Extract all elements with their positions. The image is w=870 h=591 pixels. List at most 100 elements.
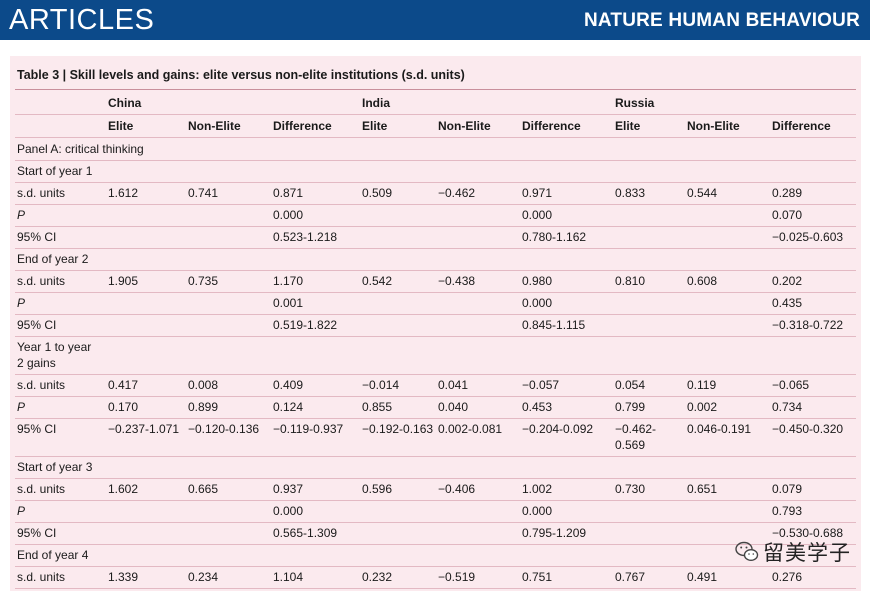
row-label: P	[17, 208, 26, 222]
row-rule	[15, 418, 856, 419]
cell-india-difference: 0.795-1.209	[522, 526, 587, 540]
country-header-china: China	[108, 96, 142, 110]
row-label: Panel A: critical thinking	[17, 142, 144, 156]
cell-china-elite: 1.905	[108, 274, 139, 288]
table-row: Start of year 1	[10, 160, 861, 182]
cell-russia-non-elite: 0.544	[687, 186, 718, 200]
row-label: P	[17, 504, 26, 518]
subheader-russia-non-elite: Non-Elite	[687, 119, 740, 133]
cell-china-difference: 0.565-1.309	[273, 526, 338, 540]
table-row: s.d. units 1.612 0.741 0.871 0.509 −0.462 0.97…	[10, 182, 861, 204]
cell-china-non-elite: 0.741	[188, 186, 219, 200]
table-row: 95% CI 0.519-1.822 0.845-1.115 −0.318-0.722	[10, 314, 861, 336]
row-label: End of year 4	[17, 548, 89, 562]
cell-russia-difference: 0.202	[772, 274, 803, 288]
cell-india-difference: 0.845-1.115	[522, 318, 586, 332]
table-row: P 0.170 0.899 0.124 0.855 0.040 0.453 0.799 0.00…	[10, 396, 861, 418]
cell-india-difference: 1.002	[522, 482, 553, 496]
cell-india-elite: −0.192-0.163	[362, 422, 434, 436]
cell-india-difference: 0.780-1.162	[522, 230, 587, 244]
row-rule	[15, 588, 856, 589]
cell-russia-elite: 0.767	[615, 570, 646, 584]
row-rule	[15, 248, 856, 249]
subheader-russia-difference: Difference	[772, 119, 831, 133]
cell-russia-difference: −0.530-0.688	[772, 526, 844, 540]
row-rule	[15, 314, 856, 315]
cell-india-non-elite: 0.040	[438, 400, 469, 414]
cell-india-difference: 0.000	[522, 208, 553, 222]
caption-rule	[15, 89, 856, 90]
row-label: 95% CI	[17, 422, 57, 436]
cell-russia-non-elite: 0.002	[687, 400, 718, 414]
row-rule	[15, 160, 856, 161]
cell-russia-difference: 0.793	[772, 504, 803, 518]
table-row: End of year 4	[10, 544, 861, 566]
table-row: P 0.001 0.000 0.435	[10, 292, 861, 314]
row-rule	[15, 522, 856, 523]
section-title: ARTICLES	[9, 4, 155, 36]
cell-russia-elite: 0.730	[615, 482, 646, 496]
row-label: s.d. units	[17, 274, 66, 288]
cell-russia-difference: 0.289	[772, 186, 803, 200]
country-header-india: India	[362, 96, 391, 110]
row-label: 95% CI	[17, 318, 57, 332]
wechat-icon	[735, 541, 759, 562]
row-label: 95% CI	[17, 230, 57, 244]
cell-china-difference: 0.000	[273, 504, 304, 518]
cell-china-elite: 1.612	[108, 186, 139, 200]
cell-india-difference: −0.057	[522, 378, 560, 392]
row-label: s.d. units	[17, 378, 66, 392]
cell-china-elite: −0.237-1.071	[108, 422, 180, 436]
table-row: Year 1 to year 2 gains	[10, 336, 861, 374]
row-rule	[15, 182, 856, 183]
cell-russia-non-elite: 0.491	[687, 570, 718, 584]
cell-china-non-elite: 0.665	[188, 482, 219, 496]
subheader-row: Elite Non-Elite Difference Elite Non-Elite Di…	[10, 115, 861, 137]
cell-india-difference: 0.453	[522, 400, 553, 414]
cell-china-elite: 0.417	[108, 378, 139, 392]
row-rule	[15, 292, 856, 293]
table-row: Start of year 3	[10, 456, 861, 478]
cell-russia-non-elite: 0.651	[687, 482, 718, 496]
cell-russia-difference: −0.065	[772, 378, 810, 392]
cell-china-difference: 1.104	[273, 570, 304, 584]
row-rule	[15, 566, 856, 567]
table-row: 95% CI 0.565-1.309 0.795-1.209 −0.530-0.688	[10, 522, 861, 544]
cell-india-difference: 0.980	[522, 274, 553, 288]
cell-russia-difference: 0.734	[772, 400, 803, 414]
cell-russia-difference: −0.318-0.722	[772, 318, 844, 332]
cell-china-difference: 0.871	[273, 186, 304, 200]
row-rule	[15, 500, 856, 501]
subheader-china-difference: Difference	[273, 119, 332, 133]
cell-china-difference: 0.937	[273, 482, 304, 496]
header-rule	[15, 114, 856, 115]
cell-india-non-elite: −0.406	[438, 482, 476, 496]
table-caption: Table 3 | Skill levels and gains: elite …	[17, 68, 465, 82]
cell-india-elite: 0.855	[362, 400, 393, 414]
row-label: P	[17, 400, 26, 414]
cell-russia-non-elite: 0.608	[687, 274, 718, 288]
table-row: s.d. units 1.905 0.735 1.170 0.542 −0.438 0.98…	[10, 270, 861, 292]
subheader-russia-elite: Elite	[615, 119, 641, 133]
cell-russia-difference: 0.276	[772, 570, 803, 584]
row-rule	[15, 478, 856, 479]
watermark: 留美学子	[735, 538, 865, 568]
table-row: s.d. units 1.602 0.665 0.937 0.596 −0.406 1.00…	[10, 478, 861, 500]
row-rule	[15, 456, 856, 457]
subheader-india-elite: Elite	[362, 119, 388, 133]
cell-india-non-elite: −0.519	[438, 570, 476, 584]
cell-china-difference: 0.124	[273, 400, 304, 414]
subheader-india-difference: Difference	[522, 119, 581, 133]
subheader-china-elite: Elite	[108, 119, 134, 133]
cell-russia-elite: 0.054	[615, 378, 646, 392]
table-row: 95% CI −0.237-1.071 −0.120-0.136 −0.119-0.9…	[10, 418, 861, 456]
cell-china-difference: 0.000	[273, 208, 304, 222]
cell-russia-difference: −0.450-0.320	[772, 422, 844, 436]
row-label: 95% CI	[17, 526, 57, 540]
cell-china-elite: 1.339	[108, 570, 139, 584]
cell-china-non-elite: 0.899	[188, 400, 219, 414]
cell-china-difference: 1.170	[273, 274, 304, 288]
cell-india-difference: 0.751	[522, 570, 553, 584]
row-rule	[15, 396, 856, 397]
cell-russia-non-elite: 0.046-0.191	[687, 422, 752, 436]
